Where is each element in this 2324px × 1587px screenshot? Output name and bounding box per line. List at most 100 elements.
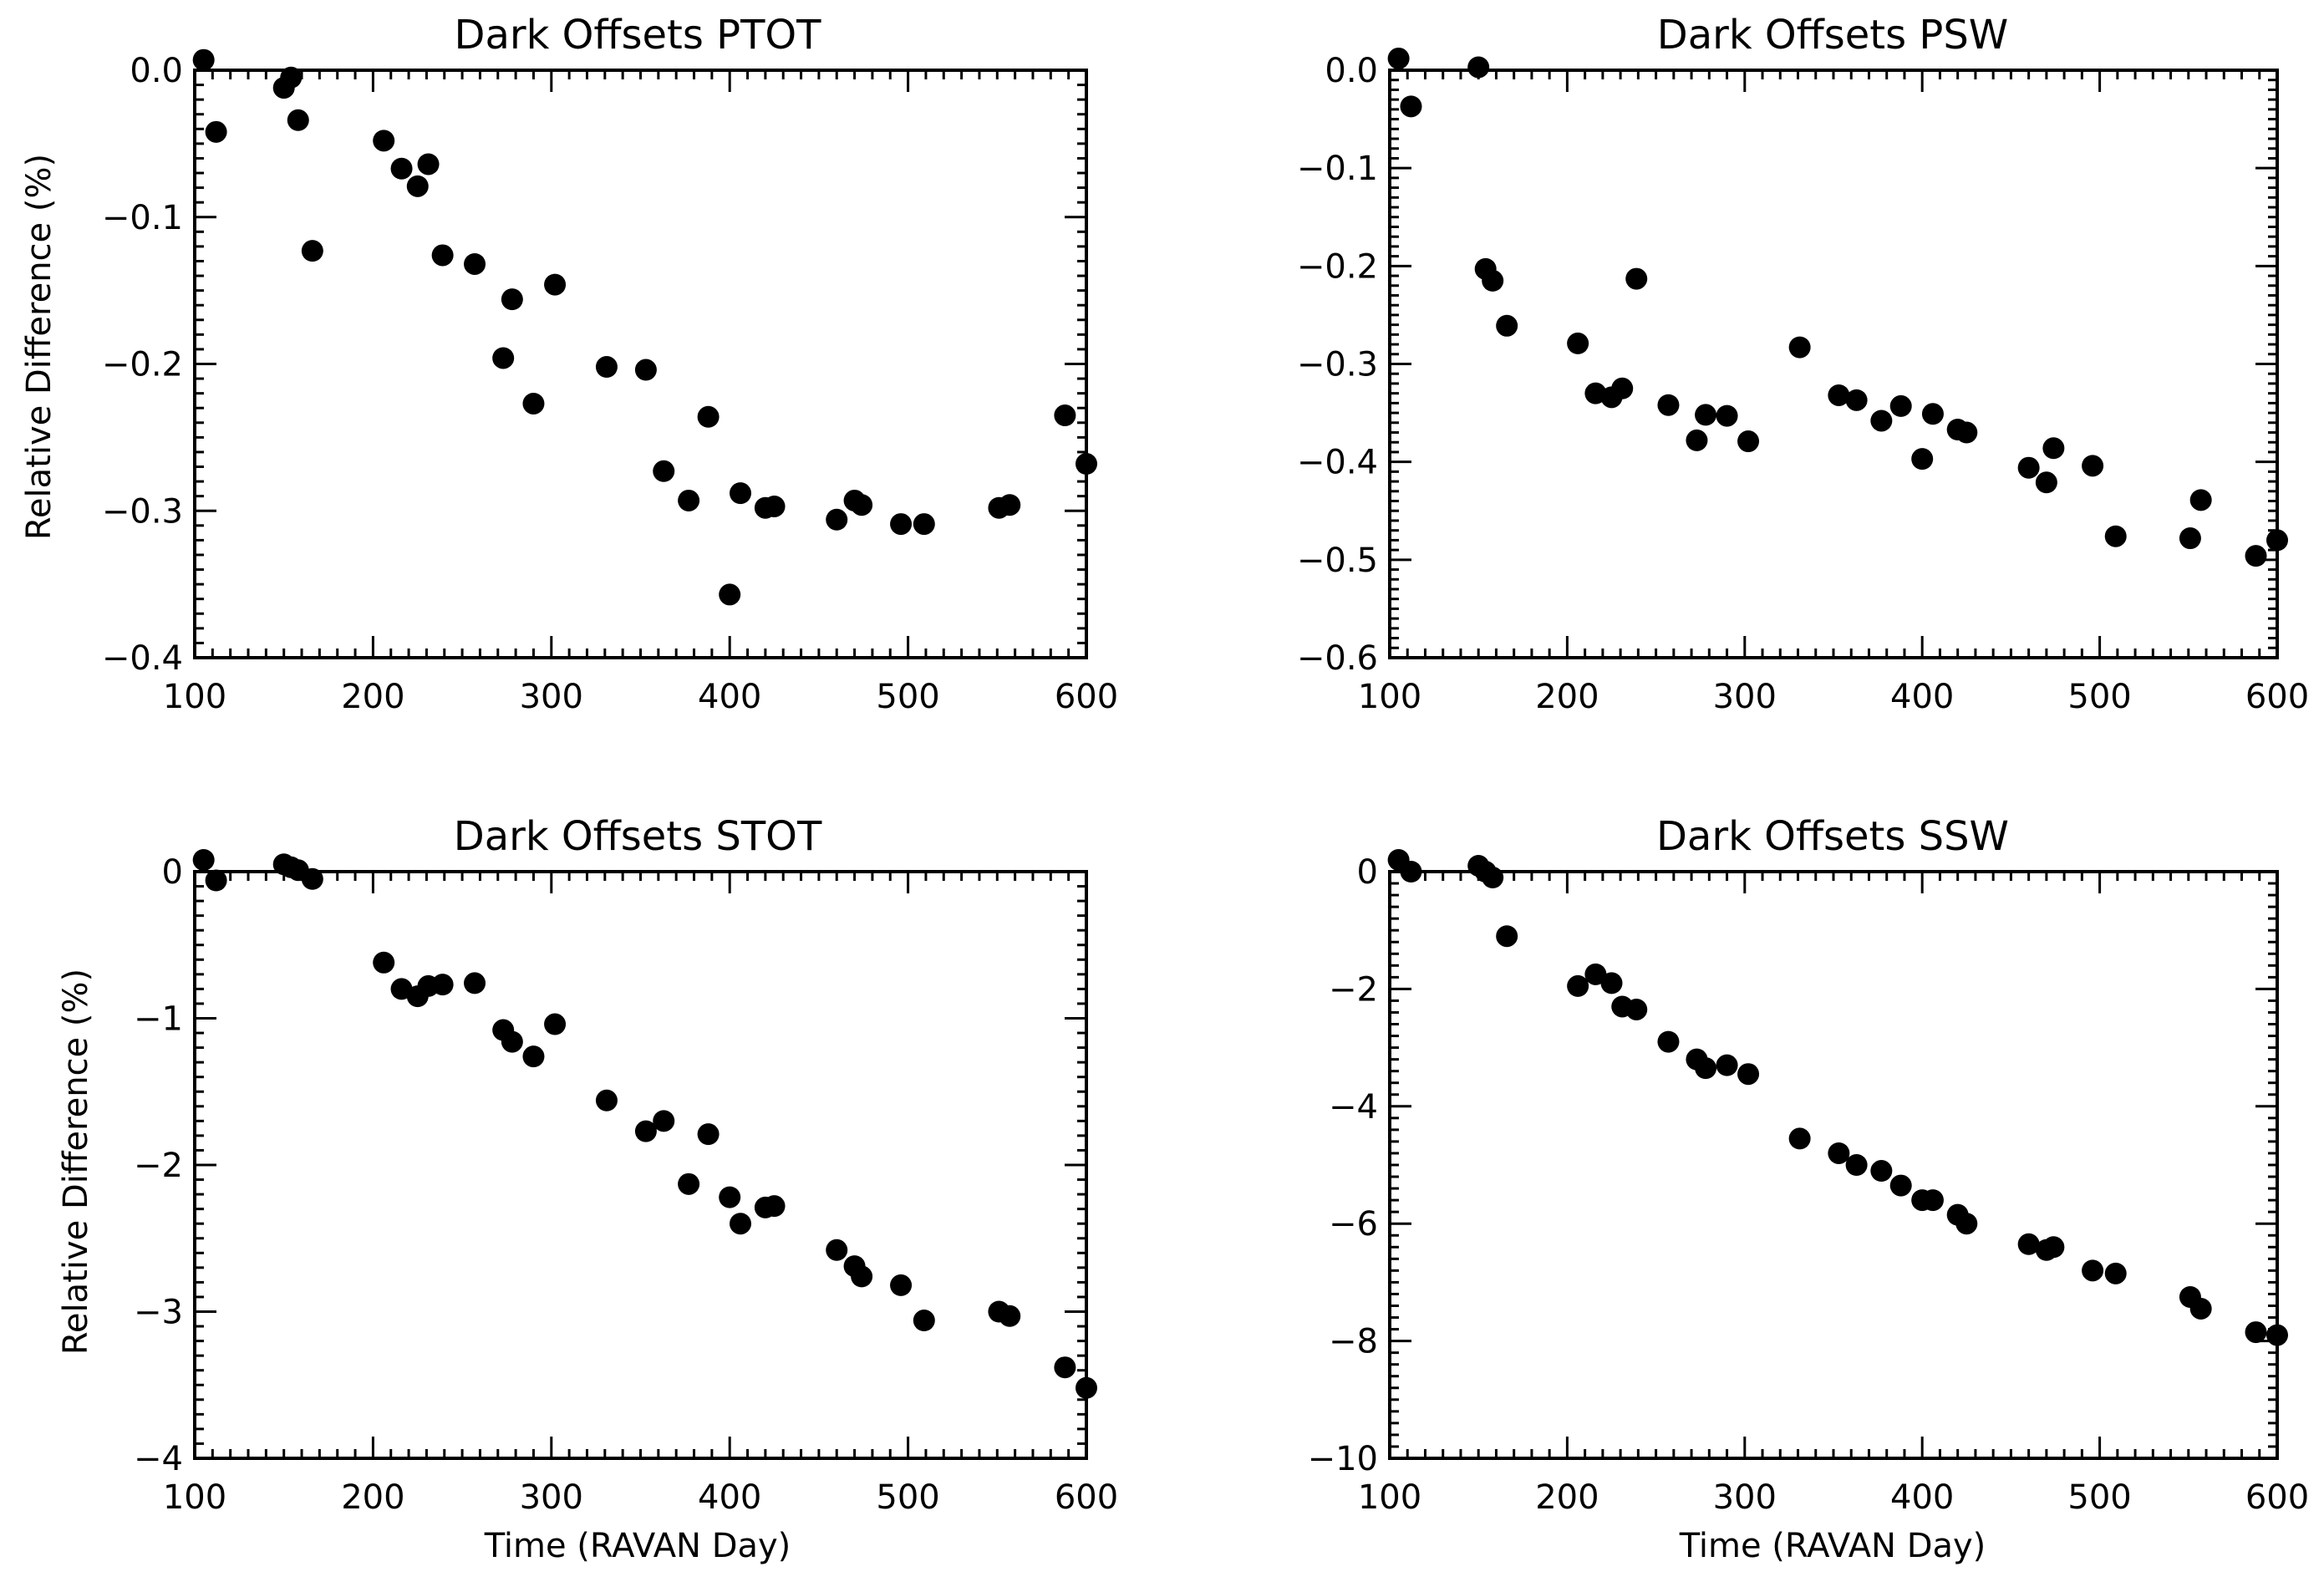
panel-stot-data-point xyxy=(464,972,486,994)
panel-stot-data-point xyxy=(653,1110,675,1132)
panel-ptot-data-point xyxy=(464,252,486,275)
panel-psw-data-point xyxy=(2104,525,2127,547)
panel-stot-points xyxy=(192,848,1097,1399)
panel-ssw-data-point xyxy=(1828,1142,1850,1164)
panel-psw-data-point xyxy=(1955,421,1978,444)
panel-ssw-data-point xyxy=(1400,861,1422,883)
panel-psw-data-point xyxy=(1911,448,1934,471)
panel-psw-data-point xyxy=(1870,409,1893,432)
panel-ptot-data-point xyxy=(653,460,675,482)
panel-psw-data-point xyxy=(2017,456,2040,479)
panel-ssw-data-point xyxy=(1788,1127,1811,1150)
panel-ssw-x-tick-label: 400 xyxy=(1890,1478,1954,1517)
panel-psw-x-tick-label: 500 xyxy=(2067,678,2131,716)
panel-ssw-data-point xyxy=(1955,1213,1978,1235)
panel-psw-data-point xyxy=(1889,394,1912,417)
panel-psw-x-tick-label: 400 xyxy=(1890,678,1954,716)
panel-psw-data-point xyxy=(1686,429,1708,451)
panel-ssw-data-point xyxy=(2104,1262,2127,1284)
panel-stot-y-tick-label: −4 xyxy=(134,1440,183,1478)
panel-psw-data-point xyxy=(1567,332,1589,354)
panel-ptot-data-point xyxy=(826,508,848,531)
panel-ptot-data-point xyxy=(501,288,523,311)
panel-psw-data-point xyxy=(1611,377,1634,399)
panel-ssw-data-point xyxy=(1625,998,1648,1020)
panel-ssw-x-tick-label: 300 xyxy=(1713,1478,1777,1517)
panel-ssw-axes: 100 200 300 400 500 600 0 −2 −4 −6 −8 −10 xyxy=(1308,853,2310,1517)
panel-psw-x-tick-label: 100 xyxy=(1358,678,1421,716)
panel-ptot-data-point xyxy=(205,120,227,143)
panel-psw-data-point xyxy=(1921,403,1944,425)
panel-psw-y-tick-label: −0.2 xyxy=(1297,247,1378,286)
panel-stot-data-point xyxy=(999,1305,1021,1327)
panel-stot-data-point xyxy=(763,1195,786,1218)
panel-ssw-data-point xyxy=(1600,972,1623,994)
panel-psw-y-tick-label: −0.3 xyxy=(1297,346,1378,384)
panel-ptot-data-point xyxy=(1054,404,1076,427)
panel-ssw-data-point xyxy=(1845,1154,1868,1176)
panel-ptot-data-point xyxy=(280,66,303,89)
panel-ssw-data-point xyxy=(1889,1174,1912,1197)
panel-ptot-data-point xyxy=(730,482,752,505)
panel-ssw-y-tick-label: −2 xyxy=(1329,970,1378,1009)
panel-psw-data-point xyxy=(2082,455,2104,477)
panel-psw-data-point xyxy=(2042,437,2065,460)
panel-psw-y-tick-label: −0.4 xyxy=(1297,444,1378,482)
panel-stot-data-point xyxy=(431,974,454,996)
panel-ptot-y-tick-label: −0.1 xyxy=(102,199,183,237)
panel-ssw-points xyxy=(1387,848,2288,1346)
panel-stot-data-point xyxy=(851,1265,873,1288)
panel-stot-x-tick-label: 300 xyxy=(520,1478,583,1517)
panel-psw-data-point xyxy=(1828,384,1850,406)
panel-stot-x-tick-label: 600 xyxy=(1055,1478,1118,1517)
panel-psw-x-tick-label: 300 xyxy=(1713,678,1777,716)
panel-stot-data-point xyxy=(522,1045,545,1068)
panel-ssw-y-tick-label: −4 xyxy=(1329,1088,1378,1127)
panel-ptot-axes: 100 200 300 400 500 600 0.0 −0.1 −0.2 −0.3 −0.4 xyxy=(102,52,1118,716)
panel-ssw-y-tick-label: −8 xyxy=(1329,1323,1378,1361)
panel-ptot-x-tick-label: 100 xyxy=(163,678,226,716)
panel-ssw-data-point xyxy=(2017,1233,2040,1255)
panel-ssw-data-point xyxy=(1567,974,1589,997)
panel-ptot-data-point xyxy=(913,513,935,536)
panel-ptot-title: Dark Offsets PTOT xyxy=(454,12,821,58)
panel-psw-y-tick-label: −0.1 xyxy=(1297,150,1378,188)
panel-ptot-data-point xyxy=(1076,453,1097,476)
panel-ptot-data-point xyxy=(417,153,440,175)
panel-ssw-data-point xyxy=(2042,1236,2065,1259)
panel-psw-data-point xyxy=(2245,545,2267,567)
panel-ssw-x-tick-label: 100 xyxy=(1358,1478,1421,1517)
panel-ssw-data-point xyxy=(1695,1057,1717,1080)
panel-ptot-data-point xyxy=(890,513,913,536)
panel-ptot-data-point xyxy=(595,356,618,379)
panel-psw-axes: 100 200 300 400 500 600 0.0 −0.1 −0.2 −0.3 −0.4 −0.… xyxy=(1297,52,2309,716)
panel-psw-data-point xyxy=(1482,269,1504,292)
panel-ptot-y-axis-label: Relative Difference (%) xyxy=(20,154,58,540)
panel-ssw-data-point xyxy=(1921,1189,1944,1212)
panel-psw-data-point xyxy=(1467,56,1490,79)
panel-ptot-x-tick-label: 300 xyxy=(520,678,583,716)
panel-psw-data-point xyxy=(1496,314,1518,337)
panel-ptot-data-point xyxy=(431,244,454,267)
panel-stot-data-point xyxy=(678,1172,700,1195)
panel-ssw: Dark Offsets SSW Time (RAVAN Day) 100 200… xyxy=(1308,813,2310,1565)
panel-ssw-data-point xyxy=(1496,925,1518,948)
panel-ssw-x-tick-label: 600 xyxy=(2245,1478,2309,1517)
panel-stot-y-tick-label: 0 xyxy=(162,853,183,892)
panel-stot-x-axis-label: Time (RAVAN Day) xyxy=(484,1527,791,1565)
panel-ptot-data-point xyxy=(287,109,309,131)
panel-psw-x-tick-label: 200 xyxy=(1535,678,1599,716)
panel-ssw-y-tick-label: 0 xyxy=(1357,853,1378,892)
panel-ptot-x-tick-label: 200 xyxy=(341,678,404,716)
panel-ssw-data-point xyxy=(1737,1063,1760,1086)
panel-psw-y-tick-label: −0.6 xyxy=(1297,639,1378,678)
panel-ptot-data-point xyxy=(390,157,413,180)
panel-stot-data-point xyxy=(192,848,215,871)
panel-ssw-data-point xyxy=(2082,1259,2104,1282)
panel-stot-data-point xyxy=(730,1213,752,1235)
panel-stot-data-point xyxy=(301,867,323,890)
panel-psw-x-tick-label: 600 xyxy=(2245,678,2309,716)
panel-psw-y-tick-label: 0.0 xyxy=(1325,52,1378,90)
panel-stot-data-point xyxy=(595,1089,618,1111)
